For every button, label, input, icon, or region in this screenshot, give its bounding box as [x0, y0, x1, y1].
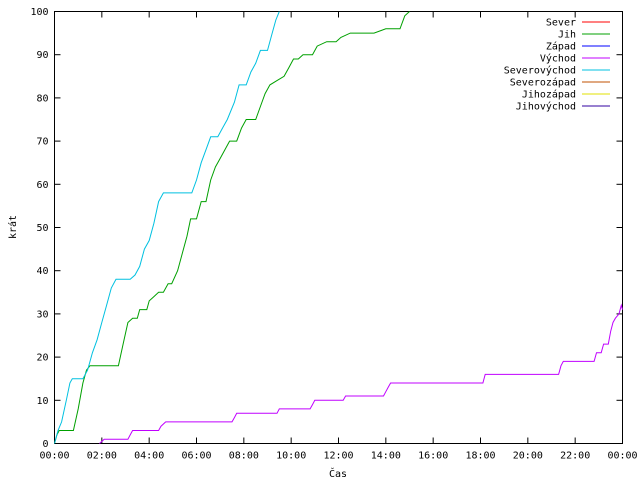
y-tick-label: 30: [36, 309, 48, 320]
y-tick-label: 40: [36, 266, 48, 277]
legend-label: Severozápad: [510, 77, 576, 89]
legend-label: Severovýchod: [504, 65, 576, 77]
y-axis-label: krát: [7, 215, 19, 239]
x-tick-label: 08:00: [229, 451, 259, 462]
x-tick-label: 06:00: [181, 451, 211, 462]
x-tick-label: 20:00: [513, 451, 543, 462]
y-tick-label: 90: [36, 50, 48, 61]
x-axis-label: Čas: [329, 467, 347, 480]
series-line: [54, 11, 280, 444]
x-tick-label: 22:00: [560, 451, 590, 462]
legend-label: Jihovýchod: [516, 101, 576, 113]
y-tick-label: 0: [42, 439, 48, 450]
y-tick-label: 100: [30, 7, 48, 18]
legend: SeverJihZápadVýchodSeverovýchodSeverozáp…: [504, 18, 610, 113]
x-tick-label: 10:00: [276, 451, 306, 462]
y-tick-label: 10: [36, 396, 48, 407]
x-tick-label: 02:00: [87, 451, 117, 462]
series-line: [99, 303, 623, 444]
tick-labels: 0 10 20 30 40 50 60 70 80 90 100 00:00 02:00 04:00 06:…: [30, 7, 637, 462]
series-line: [54, 11, 410, 444]
legend-label: Východ: [540, 53, 576, 65]
x-tick-label: 00:00: [607, 451, 637, 462]
y-tick-label: 50: [36, 223, 48, 234]
legend-label: Západ: [546, 41, 576, 53]
x-tick-label: 04:00: [134, 451, 164, 462]
legend-label: Jih: [558, 30, 576, 41]
series-lines: [54, 11, 623, 444]
y-tick-label: 20: [36, 353, 48, 364]
x-tick-label: 00:00: [39, 451, 69, 462]
legend-label: Jihozápad: [522, 89, 576, 101]
x-tick-label: 16:00: [418, 451, 448, 462]
y-tick-label: 60: [36, 180, 48, 191]
y-tick-label: 70: [36, 137, 48, 148]
x-tick-label: 18:00: [465, 451, 495, 462]
x-tick-label: 14:00: [371, 451, 401, 462]
legend-label: Sever: [546, 18, 576, 29]
y-tick-label: 80: [36, 93, 48, 104]
x-tick-label: 12:00: [323, 451, 353, 462]
axis-ticks: [54, 11, 623, 444]
